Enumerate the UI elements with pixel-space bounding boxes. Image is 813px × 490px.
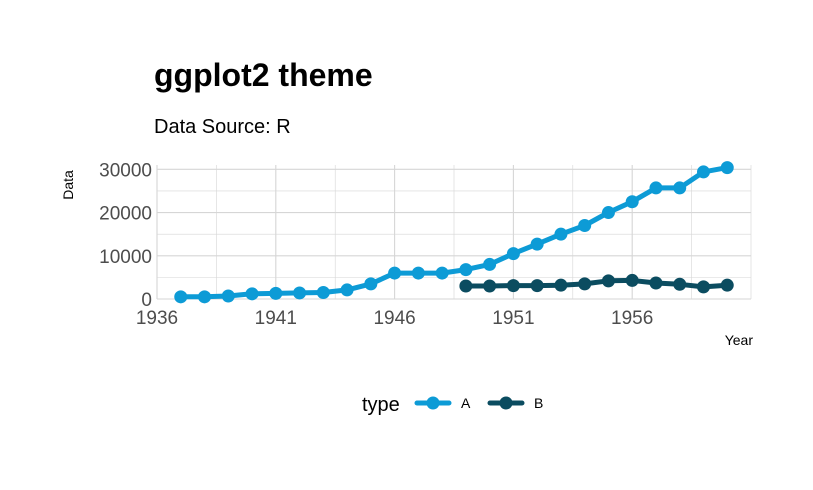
data-point bbox=[673, 277, 687, 291]
data-point bbox=[649, 276, 663, 290]
legend-key-point bbox=[426, 396, 440, 410]
data-point bbox=[696, 280, 710, 294]
data-point bbox=[506, 247, 520, 261]
data-point bbox=[245, 287, 259, 301]
data-point bbox=[625, 195, 639, 209]
y-tick-label: 20000 bbox=[99, 204, 152, 225]
series-a bbox=[174, 161, 734, 304]
data-point bbox=[506, 279, 520, 293]
series-b bbox=[459, 273, 734, 294]
legend-item-a: A bbox=[414, 395, 471, 411]
data-point bbox=[530, 237, 544, 251]
chart-title: ggplot2 theme bbox=[154, 57, 373, 93]
y-axis-title: Data bbox=[60, 170, 76, 200]
data-point bbox=[530, 279, 544, 293]
data-point bbox=[293, 286, 307, 300]
x-tick-label: 1941 bbox=[255, 308, 297, 329]
data-point bbox=[388, 266, 402, 280]
legend-key-point bbox=[499, 396, 513, 410]
data-point bbox=[411, 266, 425, 280]
data-point bbox=[696, 165, 710, 179]
data-point bbox=[601, 206, 615, 220]
data-point bbox=[483, 279, 497, 293]
data-point bbox=[435, 266, 449, 280]
chart-subtitle: Data Source: R bbox=[154, 116, 291, 138]
x-tick-label: 1946 bbox=[373, 308, 415, 329]
data-point bbox=[601, 274, 615, 288]
x-tick-label: 1956 bbox=[611, 308, 653, 329]
data-point bbox=[483, 257, 497, 271]
data-point bbox=[459, 263, 473, 277]
data-point bbox=[340, 283, 354, 297]
series-line bbox=[463, 277, 730, 290]
data-point bbox=[269, 286, 283, 300]
x-tick-label: 1951 bbox=[492, 308, 534, 329]
y-tick-label: 10000 bbox=[99, 247, 152, 268]
legend-title: type bbox=[362, 394, 400, 416]
data-point bbox=[720, 278, 734, 292]
x-axis-ticks: 1936 1941 1946 1951 1956 bbox=[136, 308, 653, 329]
data-point bbox=[673, 181, 687, 195]
data-point bbox=[221, 289, 235, 303]
data-point bbox=[459, 279, 473, 293]
data-point bbox=[649, 181, 663, 195]
series-layer bbox=[174, 161, 734, 304]
data-point bbox=[198, 290, 212, 304]
data-point bbox=[364, 277, 378, 291]
legend-label: A bbox=[461, 395, 471, 411]
data-point bbox=[625, 273, 639, 287]
plot-grid bbox=[156, 165, 752, 300]
data-point bbox=[554, 278, 568, 292]
data-point bbox=[174, 290, 188, 304]
data-point bbox=[316, 286, 330, 300]
legend-item-b: B bbox=[487, 395, 543, 411]
x-tick-label: 1936 bbox=[136, 308, 178, 329]
data-point bbox=[578, 219, 592, 233]
y-tick-label: 30000 bbox=[99, 160, 152, 181]
legend-label: B bbox=[534, 395, 543, 411]
x-axis-title: Year bbox=[725, 332, 754, 348]
data-point bbox=[578, 277, 592, 291]
data-point bbox=[720, 161, 734, 175]
data-point bbox=[554, 227, 568, 241]
y-axis-ticks: 0 10000 20000 30000 bbox=[99, 160, 152, 311]
y-tick-label: 0 bbox=[141, 290, 152, 311]
